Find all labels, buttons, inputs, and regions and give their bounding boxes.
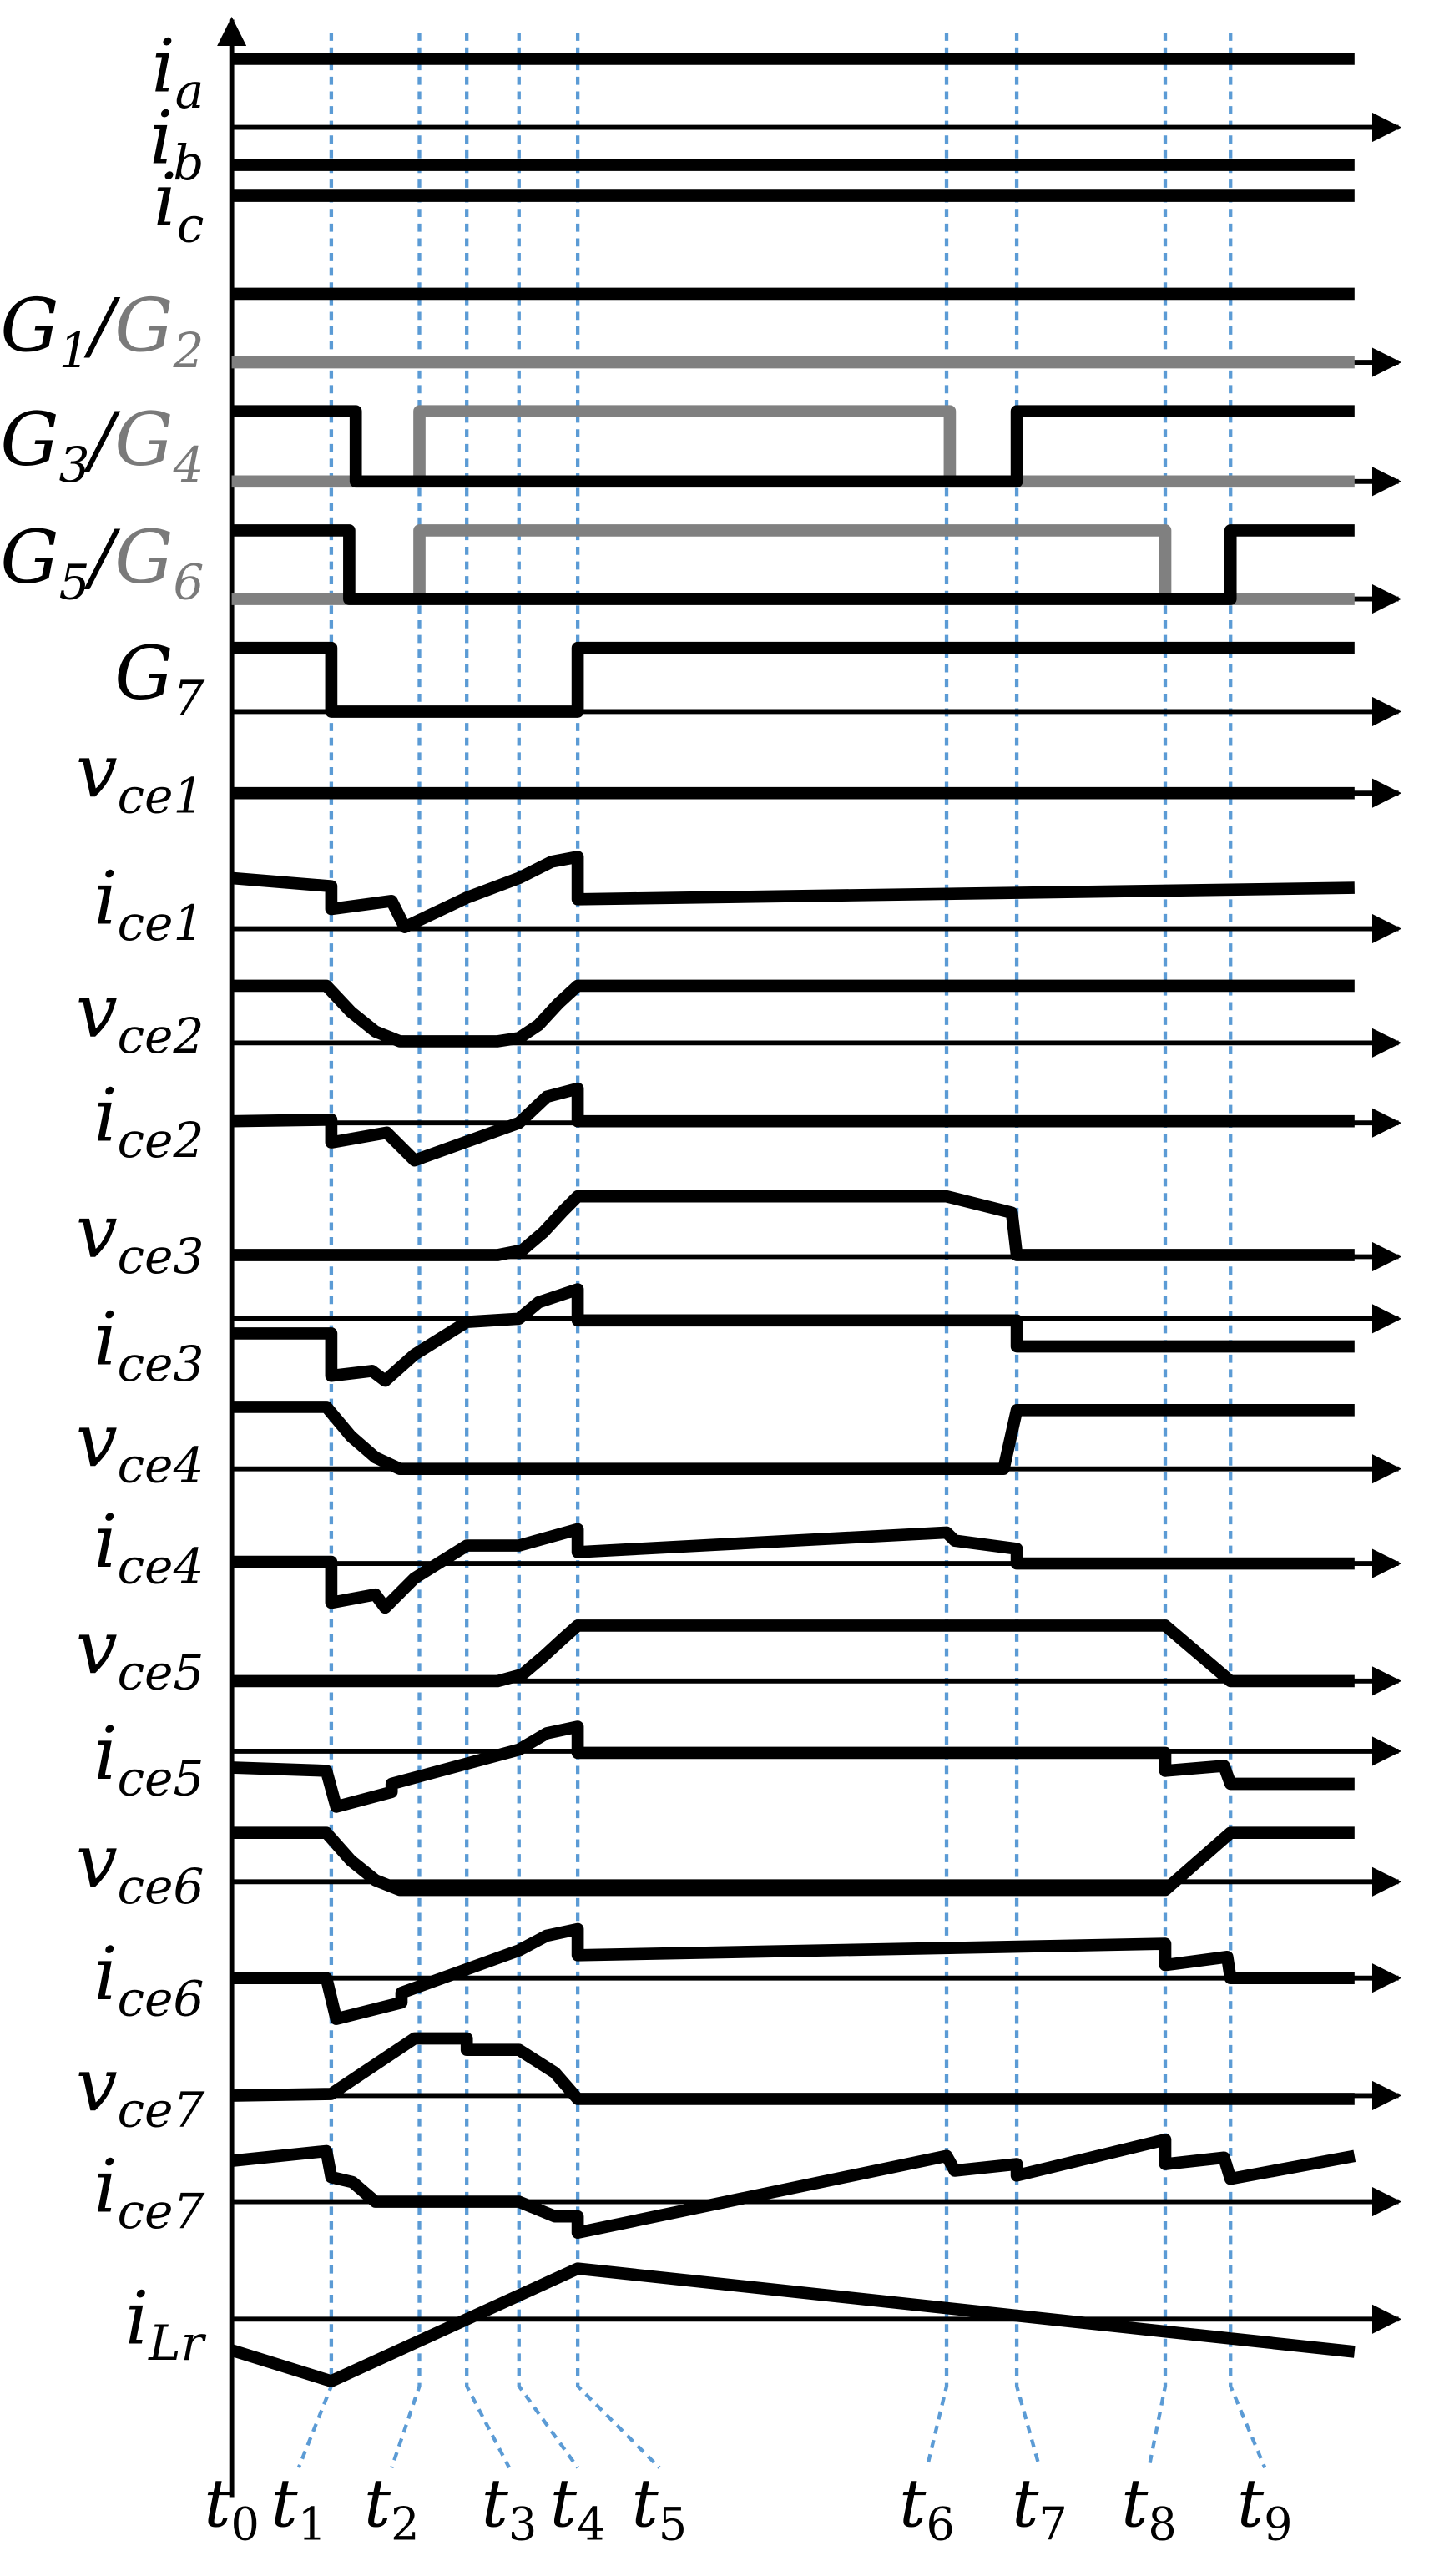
- trace-vce3: [231, 1190, 1355, 1261]
- signal-label-vce4: vce4: [76, 1397, 204, 1494]
- trace-g3: [231, 405, 1355, 488]
- time-label-t4: t4: [550, 2465, 606, 2551]
- trace-ice4: [231, 1523, 1355, 1614]
- trace-iLr: [230, 2262, 1356, 2387]
- time-label-t8: t8: [1121, 2465, 1177, 2551]
- time-marker-line-6: [925, 33, 949, 2468]
- signal-label-ice4: ice4: [94, 1498, 205, 1595]
- time-marker-line-3: [465, 33, 511, 2469]
- trace-g7: [231, 641, 1355, 718]
- trace-g4: [231, 405, 1355, 488]
- time-label-t1: t1: [271, 2465, 327, 2551]
- time-marker-line-4: [517, 33, 579, 2469]
- trace-vce4: [231, 1401, 1355, 1476]
- trace-vce6: [231, 1826, 1355, 1897]
- signal-label-g1-g2: G1/G2: [0, 282, 204, 379]
- trace-g6: [231, 524, 1355, 605]
- time-label-t2: t2: [364, 2465, 420, 2551]
- signal-label-ice6: ice6: [94, 1931, 205, 2028]
- signal-label-vce2: vce2: [76, 968, 204, 1065]
- signal-label-g7: G7: [114, 630, 204, 727]
- signal-label-ice7: ice7: [94, 2143, 205, 2240]
- trace-vce5: [231, 1619, 1355, 1688]
- trace-ice7: [230, 2133, 1356, 2240]
- signal-label-ice3: ice3: [94, 1296, 205, 1393]
- time-marker-line-5: [575, 33, 661, 2469]
- trace-ice3: [231, 1283, 1355, 1387]
- signal-label-ice5: ice5: [94, 1710, 205, 1807]
- time-label-t5: t5: [632, 2465, 688, 2551]
- trace-ice2: [231, 1082, 1355, 1167]
- signal-label-ice2: ice2: [94, 1073, 205, 1169]
- time-marker-line-2: [390, 33, 422, 2468]
- trace-ice1: [230, 851, 1355, 933]
- signal-label-ic: ic: [154, 157, 205, 254]
- trace-g5: [231, 524, 1355, 605]
- signal-label-vce3: vce3: [76, 1189, 204, 1285]
- time-label-t7: t7: [1012, 2465, 1068, 2551]
- signal-label-g3-g4: G3/G4: [0, 397, 204, 493]
- time-label-t9: t9: [1237, 2465, 1293, 2551]
- signal-label-ia: ia: [152, 23, 205, 119]
- trace-vce7: [231, 2032, 1355, 2105]
- signal-label-ilr: iLr: [125, 2275, 207, 2372]
- trace-ice5: [231, 1720, 1355, 1813]
- signal-label-ice1: ice1: [94, 856, 205, 952]
- signal-label-vce5: vce5: [76, 1604, 204, 1701]
- trace-ice6: [231, 1922, 1355, 2025]
- signal-label-vce6: vce6: [76, 1818, 204, 1915]
- signal-label-vce1: vce1: [76, 728, 204, 825]
- signal-label-ib: ib: [149, 95, 204, 192]
- time-label-t6: t6: [899, 2465, 955, 2551]
- trace-vce2: [231, 979, 1355, 1048]
- time-label-t3: t3: [482, 2465, 538, 2551]
- time-marker-line-7: [1014, 33, 1042, 2468]
- time-marker-line-8: [1147, 33, 1168, 2468]
- time-label-t0: t0: [204, 2465, 260, 2551]
- signal-label-vce7: vce7: [76, 2042, 205, 2139]
- signal-label-g5-g6: G5/G6: [0, 514, 204, 611]
- time-marker-line-9: [1229, 33, 1267, 2469]
